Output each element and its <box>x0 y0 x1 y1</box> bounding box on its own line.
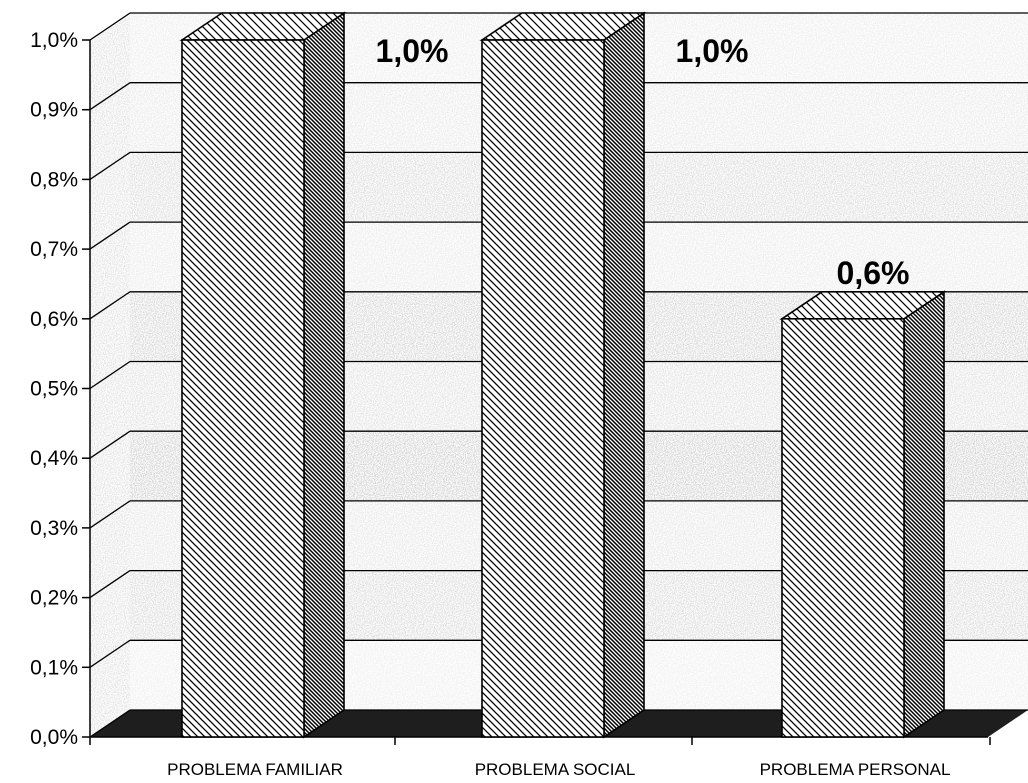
gridline-side <box>89 82 131 111</box>
y-tick-label: 0,8% <box>30 168 78 191</box>
y-tick-label: 0,4% <box>30 447 78 470</box>
gridline-side <box>89 291 131 320</box>
y-tick-label: 0,3% <box>30 517 78 540</box>
bars <box>179 11 947 739</box>
y-tick-label: 0,1% <box>30 656 78 679</box>
y-tick-label: 0,9% <box>30 99 78 122</box>
y-tick-label: 0,6% <box>30 308 78 331</box>
gridline-side <box>89 500 131 529</box>
bar <box>779 290 947 739</box>
bar-side-face <box>303 11 345 739</box>
gridline-side <box>89 430 131 459</box>
bar <box>479 11 647 739</box>
y-tick-label: 1,0% <box>30 29 78 52</box>
bar-front-face <box>781 317 905 738</box>
bar <box>179 11 347 739</box>
gridline-side <box>89 151 131 180</box>
x-category-label: PROBLEMA FAMILIAR <box>167 760 343 779</box>
y-tick-label: 0,2% <box>30 587 78 610</box>
data-label: 0,6% <box>837 255 910 291</box>
gridline-side <box>89 12 131 41</box>
data-label: 1,0% <box>376 33 449 69</box>
bar-side-face <box>603 11 645 739</box>
x-axis: PROBLEMA FAMILIAR PROBLEMA SOCIAL PROBLEMA… <box>89 736 991 779</box>
gridline-side <box>89 570 131 599</box>
gridline-side <box>89 709 131 738</box>
gridline-side <box>89 639 131 668</box>
gridline-side <box>89 360 131 390</box>
gridline-side <box>89 221 131 250</box>
bar-front-face <box>181 39 305 738</box>
x-category-label: PROBLEMA SOCIAL <box>475 760 636 779</box>
data-labels: 1,0% 1,0% 0,6% <box>376 33 910 291</box>
y-axis: 0,0% 0,1% 0,2% 0,3% 0,4% 0,5% 0,6% 0,7% 0,8% 0,9%… <box>30 29 91 749</box>
bar-front-face <box>481 39 605 738</box>
y-tick-label: 0,7% <box>30 238 78 261</box>
bar-side-face <box>903 290 945 739</box>
data-label: 1,0% <box>676 33 749 69</box>
x-category-label: PROBLEMA PERSONAL <box>760 760 951 779</box>
y-tick-label: 0,0% <box>30 726 78 749</box>
y-tick-label: 0,5% <box>30 378 78 401</box>
